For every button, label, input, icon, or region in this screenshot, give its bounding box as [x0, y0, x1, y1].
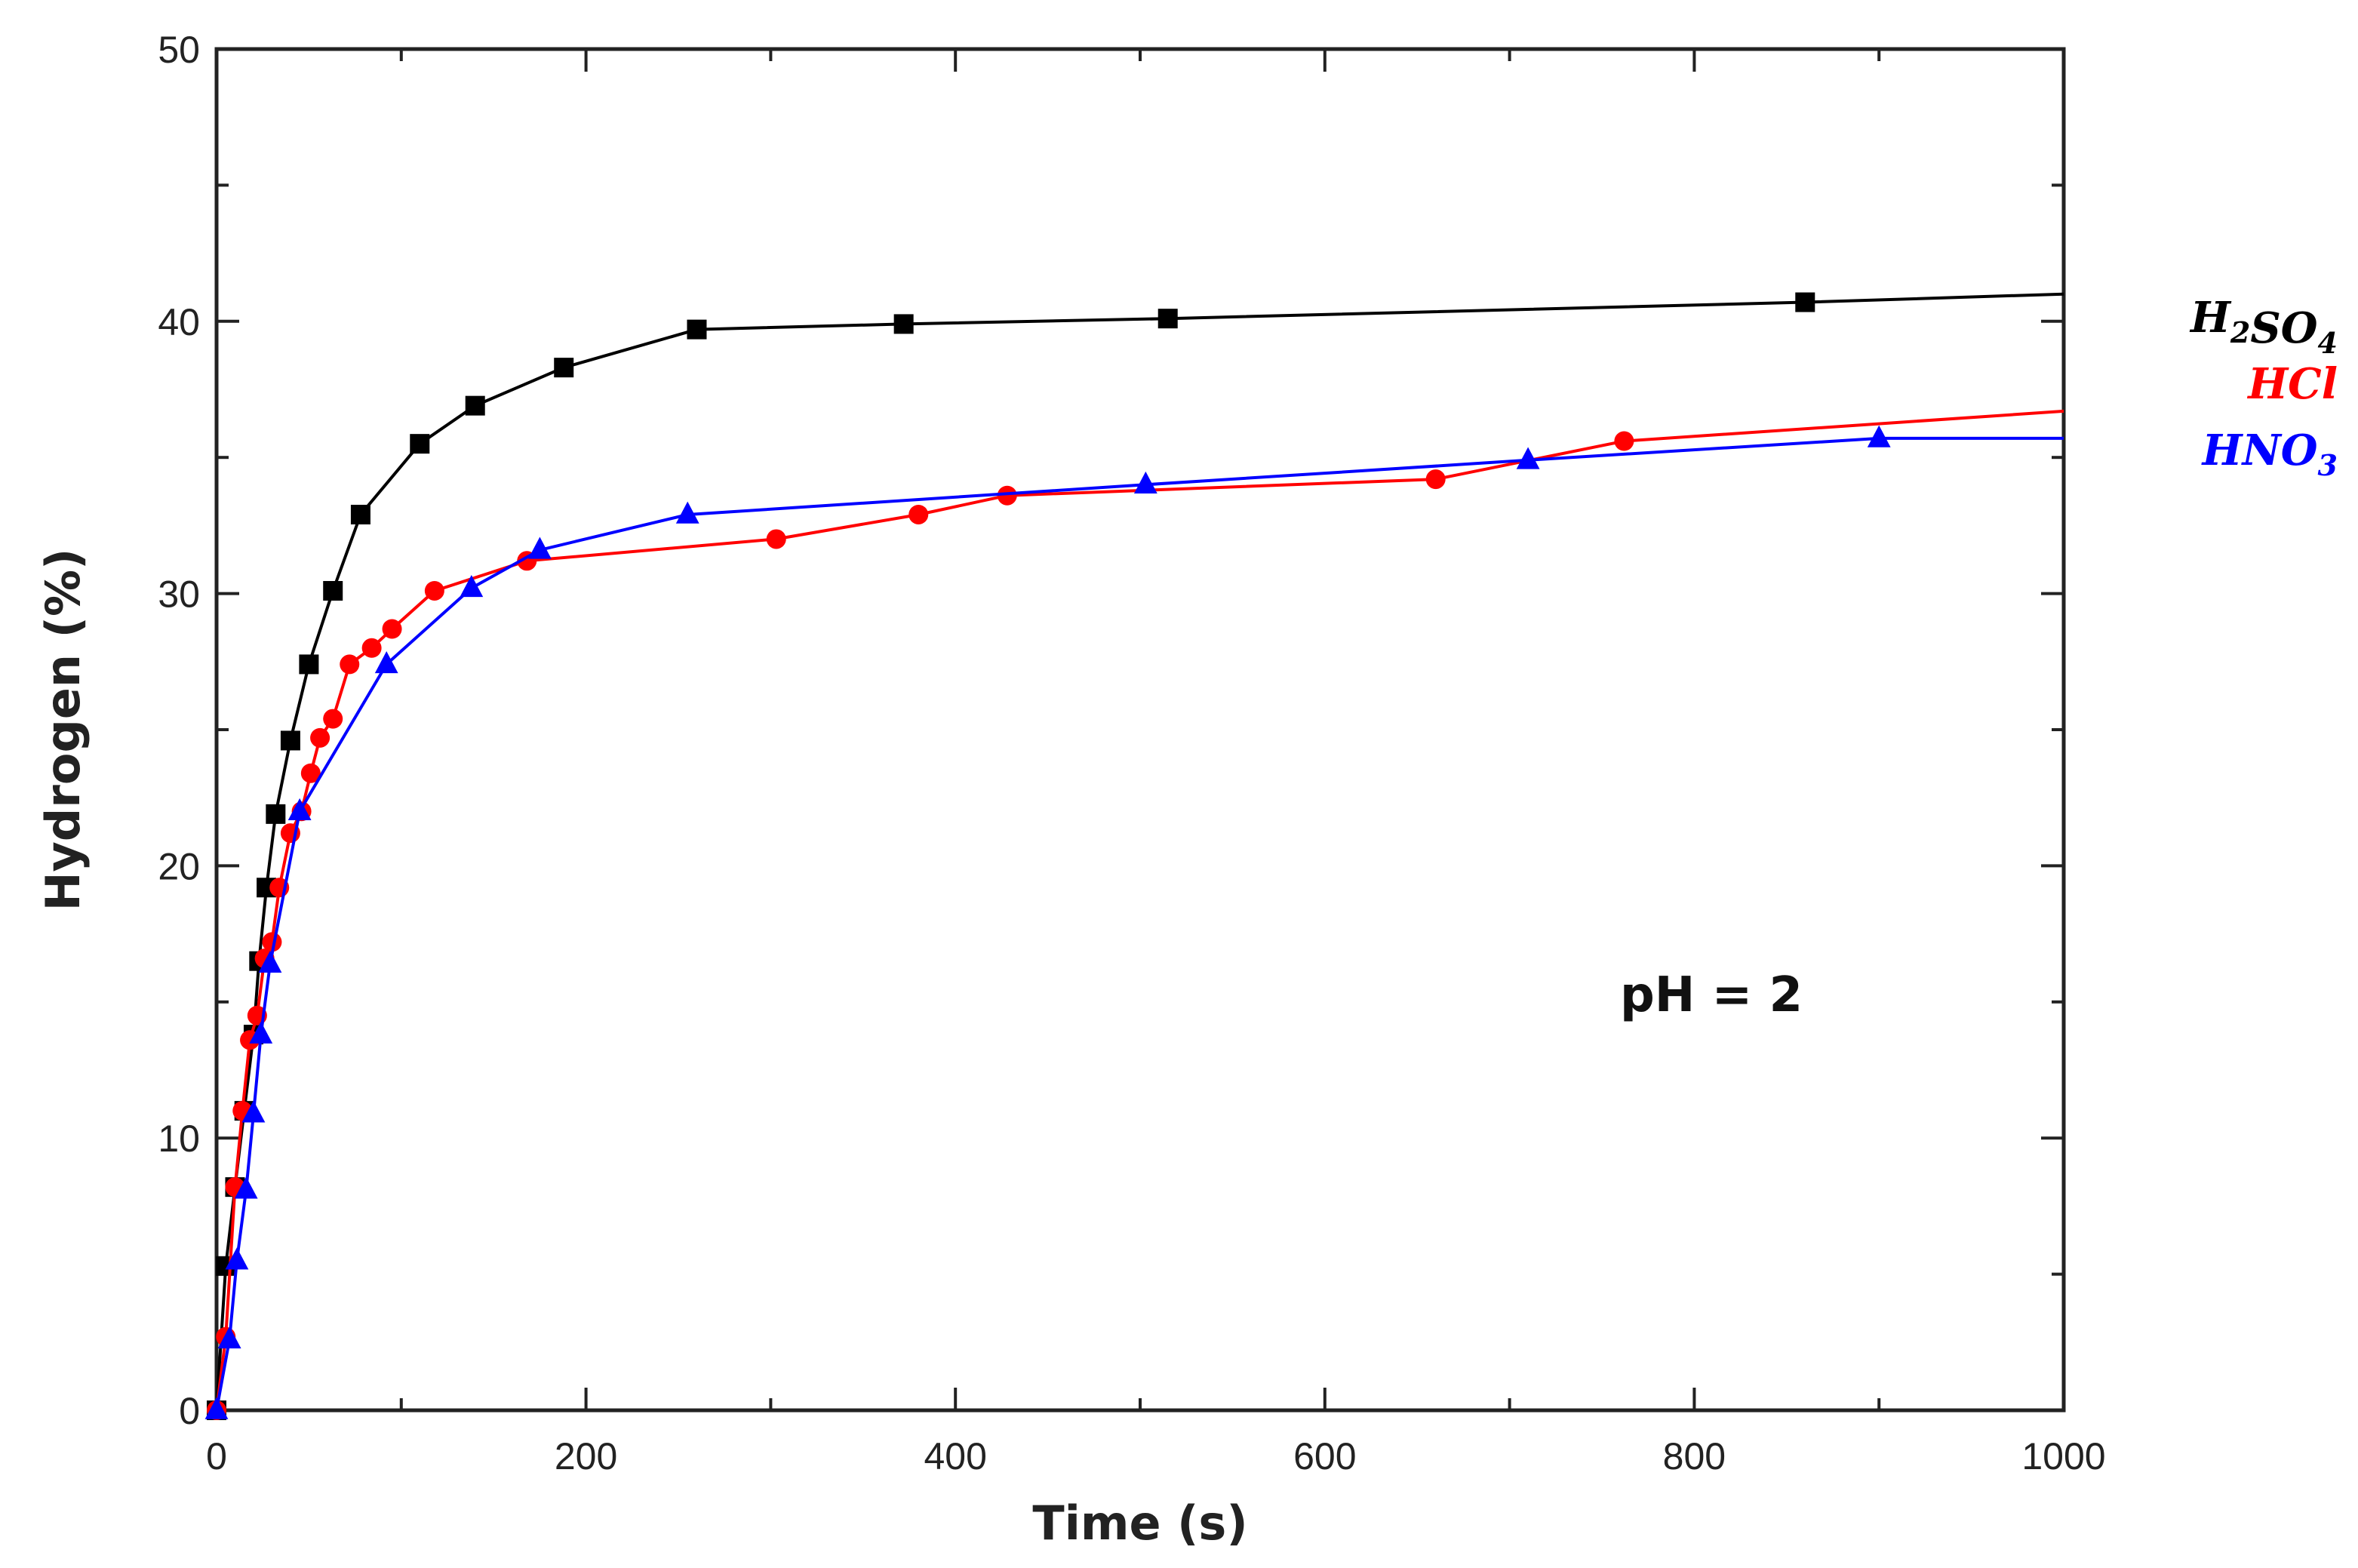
data-point: [225, 1247, 249, 1270]
data-point: [323, 709, 343, 729]
data-point: [217, 1326, 241, 1348]
data-point: [893, 314, 914, 334]
data-point: [1614, 431, 1634, 451]
tick-labels: 0 200 400 600 800 1000 0 10 20 30 40 50: [158, 29, 2105, 1477]
legend-entry-hno3: HNO3: [2201, 426, 2338, 482]
data-point: [1867, 425, 1891, 447]
y-tick-label: 20: [158, 845, 200, 887]
data-point: [300, 763, 321, 783]
data-point: [1425, 469, 1446, 490]
series-layer: [204, 292, 2064, 1420]
data-point: [528, 537, 552, 559]
data-point: [234, 1176, 258, 1199]
data-point: [299, 654, 319, 675]
data-point: [1157, 309, 1178, 329]
x-tick-label: 800: [1663, 1435, 1726, 1477]
data-point: [687, 319, 707, 340]
data-point: [766, 529, 786, 549]
data-point: [258, 950, 282, 973]
data-point: [1516, 447, 1540, 469]
data-point: [908, 504, 929, 524]
data-point: [266, 804, 286, 824]
x-tick-label: 0: [206, 1435, 227, 1477]
x-axis-label: Time (s): [1032, 1496, 1247, 1551]
data-point: [554, 358, 574, 378]
axis-ticks: [215, 48, 2065, 1412]
data-point: [280, 730, 300, 751]
y-tick-label: 10: [158, 1118, 200, 1160]
legend-entry-hcl: HCl: [2246, 359, 2338, 409]
data-point: [204, 1397, 229, 1419]
data-point: [410, 434, 430, 454]
data-point: [262, 932, 282, 952]
y-tick-label: 30: [158, 573, 200, 616]
data-point: [249, 1021, 273, 1044]
y-tick-label: 50: [158, 29, 200, 71]
legend-entry-h2so4: H2SO4: [2189, 293, 2338, 360]
data-point: [424, 580, 444, 601]
data-point: [460, 575, 484, 598]
x-tick-label: 600: [1293, 1435, 1356, 1477]
y-tick-label: 40: [158, 301, 200, 343]
data-point: [323, 580, 343, 601]
data-point: [465, 395, 485, 416]
data-point: [241, 1100, 266, 1123]
series-hno3: [204, 425, 2064, 1419]
data-point: [997, 485, 1017, 506]
data-point: [675, 501, 699, 524]
data-point: [382, 619, 402, 639]
data-point: [310, 727, 330, 748]
data-point: [340, 654, 360, 675]
x-tick-label: 1000: [2021, 1435, 2105, 1477]
data-point: [287, 798, 312, 820]
ph-annotation: pH = 2: [1620, 967, 1803, 1023]
data-point: [1133, 471, 1157, 494]
series-line: [215, 292, 2064, 1411]
x-tick-label: 200: [555, 1435, 617, 1477]
plot-area: [214, 47, 2066, 1413]
series-line: [215, 436, 2064, 1411]
data-point: [1795, 292, 1815, 312]
data-point: [374, 651, 398, 674]
y-axis-label: Hydrogen (%): [35, 549, 91, 912]
data-point: [361, 638, 382, 658]
data-point: [350, 504, 370, 524]
y-tick-label: 0: [179, 1390, 200, 1432]
x-tick-label: 400: [924, 1435, 986, 1477]
